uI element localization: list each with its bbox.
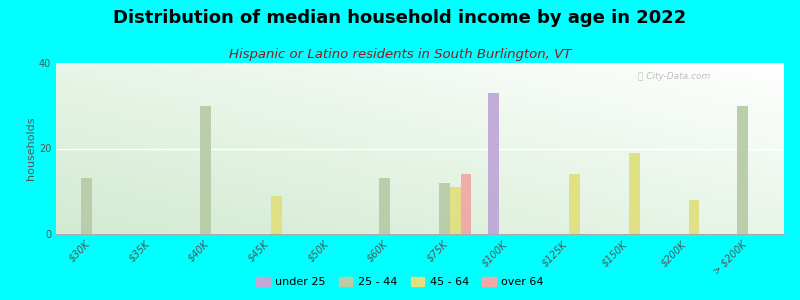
Bar bbox=[271, 196, 282, 234]
Bar bbox=[439, 183, 450, 234]
Bar bbox=[450, 187, 461, 234]
Bar bbox=[569, 174, 580, 234]
Text: Hispanic or Latino residents in South Burlington, VT: Hispanic or Latino residents in South Bu… bbox=[229, 48, 571, 61]
Bar bbox=[461, 174, 471, 234]
Text: ⓘ City-Data.com: ⓘ City-Data.com bbox=[638, 72, 710, 81]
Text: Distribution of median household income by age in 2022: Distribution of median household income … bbox=[114, 9, 686, 27]
Bar bbox=[379, 178, 390, 234]
Bar bbox=[201, 106, 211, 234]
Legend: under 25, 25 - 44, 45 - 64, over 64: under 25, 25 - 44, 45 - 64, over 64 bbox=[252, 272, 548, 291]
Bar bbox=[738, 106, 748, 234]
Y-axis label: households: households bbox=[26, 117, 36, 180]
Bar bbox=[629, 153, 639, 234]
Bar bbox=[488, 93, 498, 234]
Bar bbox=[81, 178, 92, 234]
Bar bbox=[689, 200, 699, 234]
